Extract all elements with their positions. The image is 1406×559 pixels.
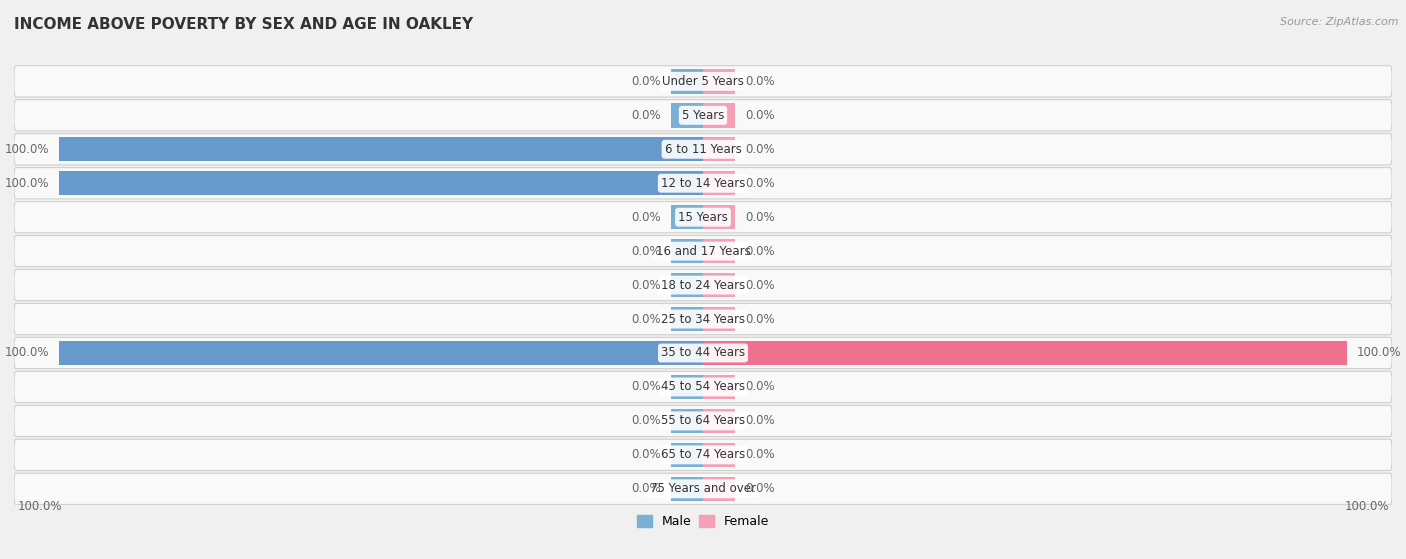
Text: 0.0%: 0.0% (745, 448, 775, 461)
Bar (703, 171, 735, 196)
FancyBboxPatch shape (14, 134, 1392, 165)
Text: 0.0%: 0.0% (745, 278, 775, 292)
Text: 55 to 64 Years: 55 to 64 Years (661, 414, 745, 428)
Text: 0.0%: 0.0% (631, 448, 661, 461)
Text: 0.0%: 0.0% (745, 381, 775, 394)
Bar (703, 409, 735, 433)
Legend: Male, Female: Male, Female (631, 510, 775, 533)
Text: 0.0%: 0.0% (745, 312, 775, 325)
FancyBboxPatch shape (14, 66, 1392, 97)
Text: INCOME ABOVE POVERTY BY SEX AND AGE IN OAKLEY: INCOME ABOVE POVERTY BY SEX AND AGE IN O… (14, 17, 474, 32)
Bar (671, 69, 703, 93)
Text: 0.0%: 0.0% (745, 211, 775, 224)
Text: 0.0%: 0.0% (631, 278, 661, 292)
Text: 0.0%: 0.0% (631, 109, 661, 122)
Text: 100.0%: 100.0% (6, 143, 49, 156)
Bar (671, 205, 703, 229)
Bar (703, 205, 735, 229)
Bar (703, 307, 735, 331)
Text: 25 to 34 Years: 25 to 34 Years (661, 312, 745, 325)
Bar (703, 69, 735, 93)
Text: 16 and 17 Years: 16 and 17 Years (655, 245, 751, 258)
Bar (671, 375, 703, 399)
Text: 0.0%: 0.0% (745, 177, 775, 190)
Text: 45 to 54 Years: 45 to 54 Years (661, 381, 745, 394)
Bar (703, 273, 735, 297)
Text: 0.0%: 0.0% (631, 75, 661, 88)
Bar (671, 409, 703, 433)
FancyBboxPatch shape (14, 371, 1392, 402)
Text: 100.0%: 100.0% (6, 177, 49, 190)
Bar (703, 239, 735, 263)
Text: 0.0%: 0.0% (631, 312, 661, 325)
Text: Source: ZipAtlas.com: Source: ZipAtlas.com (1281, 17, 1399, 27)
FancyBboxPatch shape (14, 473, 1392, 504)
Text: 0.0%: 0.0% (631, 211, 661, 224)
Bar (671, 443, 703, 467)
FancyBboxPatch shape (14, 338, 1392, 368)
FancyBboxPatch shape (14, 100, 1392, 131)
Bar (703, 443, 735, 467)
FancyBboxPatch shape (14, 202, 1392, 233)
Bar (703, 137, 735, 162)
Text: 100.0%: 100.0% (6, 347, 49, 359)
Bar (671, 239, 703, 263)
Bar (703, 341, 1347, 365)
Text: 75 Years and over: 75 Years and over (650, 482, 756, 495)
Text: 100.0%: 100.0% (1344, 500, 1389, 513)
Bar (671, 273, 703, 297)
Text: 0.0%: 0.0% (745, 482, 775, 495)
Text: 100.0%: 100.0% (1357, 347, 1400, 359)
Bar (59, 341, 703, 365)
FancyBboxPatch shape (14, 405, 1392, 437)
Text: 65 to 74 Years: 65 to 74 Years (661, 448, 745, 461)
Bar (59, 171, 703, 196)
FancyBboxPatch shape (14, 235, 1392, 267)
Bar (671, 307, 703, 331)
Text: 6 to 11 Years: 6 to 11 Years (665, 143, 741, 156)
Bar (671, 103, 703, 127)
Text: 0.0%: 0.0% (631, 381, 661, 394)
FancyBboxPatch shape (14, 304, 1392, 335)
Text: 5 Years: 5 Years (682, 109, 724, 122)
Text: 0.0%: 0.0% (745, 245, 775, 258)
Bar (671, 477, 703, 501)
Text: 0.0%: 0.0% (631, 245, 661, 258)
Bar (703, 103, 735, 127)
Text: 0.0%: 0.0% (631, 482, 661, 495)
Text: Under 5 Years: Under 5 Years (662, 75, 744, 88)
Text: 0.0%: 0.0% (745, 143, 775, 156)
Bar (59, 137, 703, 162)
Bar (703, 477, 735, 501)
Text: 0.0%: 0.0% (631, 414, 661, 428)
Text: 15 Years: 15 Years (678, 211, 728, 224)
Text: 12 to 14 Years: 12 to 14 Years (661, 177, 745, 190)
Text: 0.0%: 0.0% (745, 414, 775, 428)
FancyBboxPatch shape (14, 168, 1392, 199)
Text: 100.0%: 100.0% (17, 500, 62, 513)
FancyBboxPatch shape (14, 269, 1392, 301)
FancyBboxPatch shape (14, 439, 1392, 471)
Bar (703, 375, 735, 399)
Text: 0.0%: 0.0% (745, 75, 775, 88)
Text: 35 to 44 Years: 35 to 44 Years (661, 347, 745, 359)
Text: 18 to 24 Years: 18 to 24 Years (661, 278, 745, 292)
Text: 0.0%: 0.0% (745, 109, 775, 122)
